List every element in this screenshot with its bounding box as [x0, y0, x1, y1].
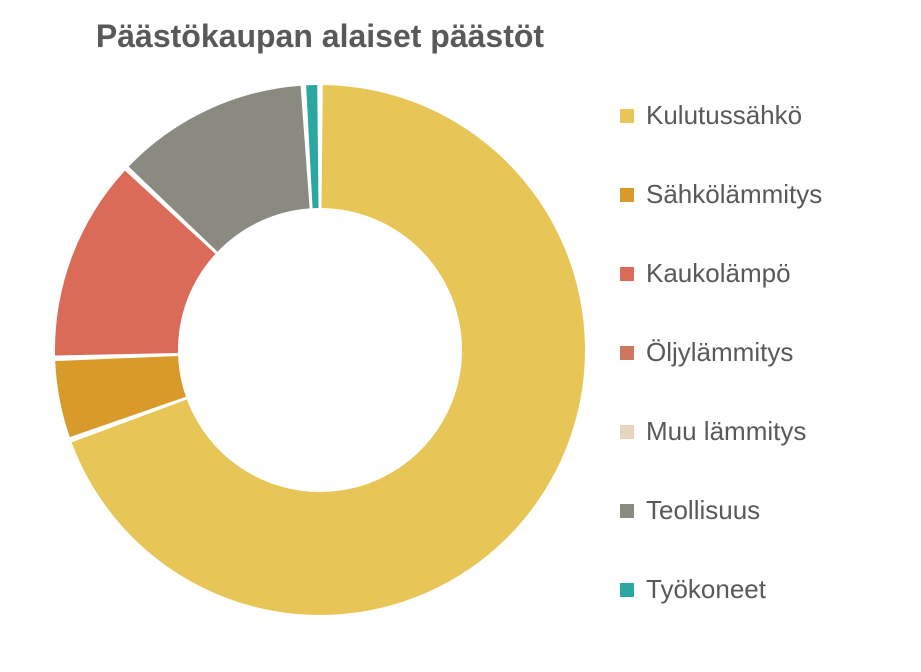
legend-label: Öljylämmitys — [646, 337, 793, 368]
legend-swatch — [620, 583, 634, 597]
donut-chart — [55, 85, 585, 615]
legend-swatch — [620, 188, 634, 202]
legend-label: Sähkölämmitys — [646, 179, 822, 210]
legend-label: Teollisuus — [646, 495, 760, 526]
legend-item: Öljylämmitys — [620, 337, 822, 368]
legend-item: Kulutussähkö — [620, 100, 822, 131]
chart-container: Päästökaupan alaiset päästöt Kulutussähk… — [0, 0, 921, 672]
legend-swatch — [620, 346, 634, 360]
legend-item: Työkoneet — [620, 574, 822, 605]
legend-item: Teollisuus — [620, 495, 822, 526]
legend-item: Sähkölämmitys — [620, 179, 822, 210]
legend-item: Kaukolämpö — [620, 258, 822, 289]
chart-title: Päästökaupan alaiset päästöt — [0, 18, 640, 55]
legend-swatch — [620, 109, 634, 123]
legend-swatch — [620, 425, 634, 439]
legend-label: Työkoneet — [646, 574, 766, 605]
legend-swatch — [620, 267, 634, 281]
legend-item: Muu lämmitys — [620, 416, 822, 447]
legend-swatch — [620, 504, 634, 518]
legend-label: Muu lämmitys — [646, 416, 806, 447]
legend: Kulutussähkö Sähkölämmitys Kaukolämpö Öljyl… — [620, 100, 822, 605]
legend-label: Kaukolämpö — [646, 258, 791, 289]
legend-label: Kulutussähkö — [646, 100, 802, 131]
